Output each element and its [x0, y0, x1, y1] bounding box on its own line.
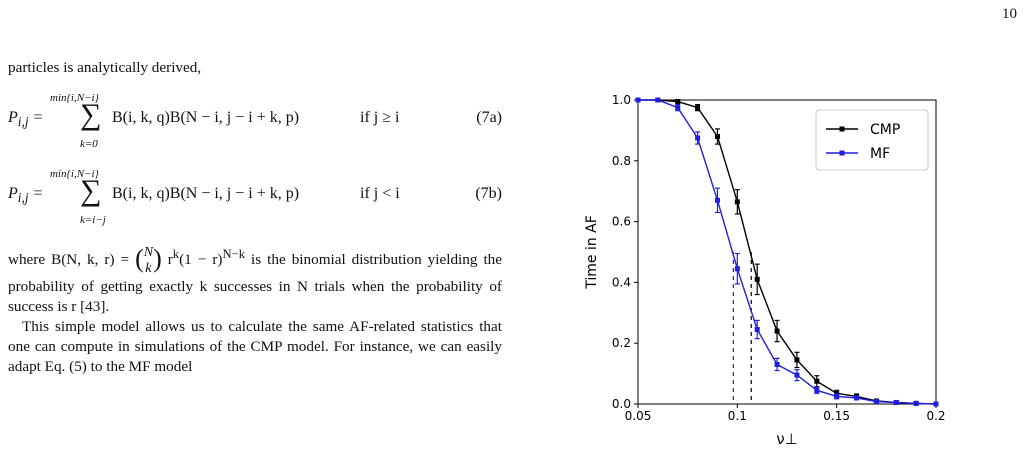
y-tick-label: 0.0	[612, 397, 631, 411]
data-point-mf	[774, 361, 780, 367]
data-point-cmp	[714, 133, 720, 139]
y-tick-label: 0.6	[612, 215, 631, 229]
paragraph-binomial: where B(N, k, r) = (N k) rk(1 − r)N−k is …	[8, 243, 503, 315]
data-point-mf	[814, 387, 820, 393]
sum-sign: ∑	[80, 174, 102, 207]
equation-number: (7a)	[476, 109, 502, 126]
data-point-mf	[854, 395, 860, 401]
equation-rhs: B(i, k, q)B(N − i, j − i + k, p)	[112, 185, 300, 202]
data-point-mf	[873, 399, 879, 405]
intro-text: particles is analytically derived,	[8, 59, 202, 76]
data-point-mf	[933, 401, 939, 407]
equation-condition: if j ≥ i	[360, 109, 400, 126]
data-point-mf	[913, 400, 919, 406]
x-axis-label: ν⊥	[776, 430, 797, 448]
data-point-cmp	[774, 328, 780, 334]
plot-frame	[637, 99, 937, 405]
data-point-mf	[655, 97, 661, 103]
data-point-cmp	[794, 357, 800, 363]
data-point-cmp	[675, 99, 681, 105]
y-tick-label: 0.2	[612, 336, 631, 350]
data-point-mf	[714, 197, 720, 203]
data-point-mf	[635, 97, 641, 103]
equation-lhs: Pi,j =	[8, 109, 44, 130]
data-point-mf	[893, 399, 899, 405]
legend-marker-mf	[839, 150, 845, 156]
y-tick-label: 0.8	[612, 154, 631, 168]
equation-7b: min{i,N−i} Pi,j = ∑ k=i−j B(i, k, q)B(N …	[8, 164, 502, 228]
legend-label-cmp: CMP	[870, 122, 900, 138]
data-point-cmp	[814, 378, 820, 384]
sum-upper-limit: min{i,N−i}	[50, 168, 99, 180]
legend-label-mf: MF	[870, 146, 890, 162]
sum-sign: ∑	[80, 98, 102, 131]
x-tick-label: 0.1	[728, 409, 747, 423]
x-tick-label: 0.05	[625, 409, 652, 423]
y-tick-label: 0.4	[612, 275, 631, 289]
data-point-mf	[794, 372, 800, 378]
paragraph-model: This simple model allows us to calculate…	[8, 317, 502, 375]
data-point-mf	[675, 105, 681, 111]
equation-lhs: Pi,j =	[8, 185, 44, 206]
data-point-cmp	[834, 390, 840, 396]
data-point-mf	[695, 135, 701, 141]
data-point-cmp	[734, 199, 740, 205]
equation-condition: if j < i	[360, 185, 400, 202]
y-tick-label: 1.0	[612, 93, 631, 107]
text-column: particles is analytically derived, min{i…	[8, 58, 502, 377]
equation-block: min{i,N−i} Pi,j = ∑ k=0 B(i, k, q)B(N − …	[8, 88, 502, 244]
page-number: 10	[1002, 6, 1017, 22]
data-point-cmp	[695, 105, 701, 111]
sum-lower-limit: k=i−j	[80, 214, 106, 226]
series-line-mf	[638, 99, 937, 405]
legend-marker-cmp	[839, 126, 845, 132]
equation-number: (7b)	[475, 185, 502, 202]
sum-upper-limit: min{i,N−i}	[50, 92, 99, 104]
equation-rhs: B(i, k, q)B(N − i, j − i + k, p)	[112, 109, 300, 126]
x-tick-label: 0.15	[823, 409, 850, 423]
line-chart: 0.05 0.1 0.15 0.2 0.0 0.2 0.4 0.6 0.8 1.0 ν⊥ Time i…	[584, 93, 946, 448]
data-point-mf	[734, 266, 740, 272]
equation-7a: min{i,N−i} Pi,j = ∑ k=0 B(i, k, q)B(N − …	[8, 88, 502, 152]
sum-lower-limit: k=0	[80, 138, 98, 150]
data-point-cmp	[754, 276, 760, 282]
af-time-figure: 0.05 0.1 0.15 0.2 0.0 0.2 0.4 0.6 0.8 1.0 ν⊥ Time i…	[578, 86, 958, 456]
binomial-coefficient: (N k)	[135, 243, 162, 276]
data-point-mf	[754, 327, 760, 333]
y-axis-label: Time in AF	[584, 215, 600, 290]
data-point-mf	[834, 393, 840, 399]
x-tick-label: 0.2	[926, 409, 945, 423]
